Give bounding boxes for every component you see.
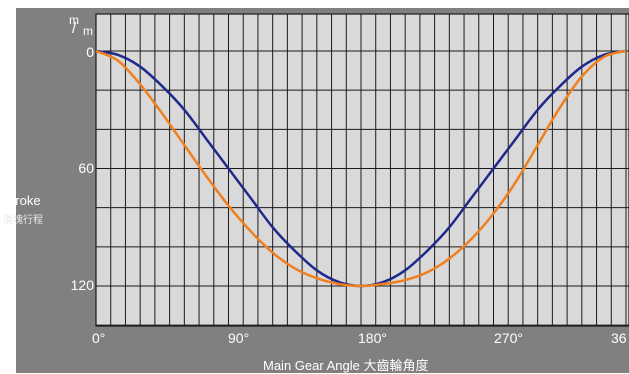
- x-axis-label: Main Gear Angle 大齒輪角度: [263, 358, 429, 373]
- y-tick-120: 120: [70, 277, 94, 293]
- plot-border: [95, 13, 629, 327]
- unit-slash: /: [72, 20, 77, 37]
- x-tick-90: 90°: [228, 330, 250, 346]
- x-tick-0: 0°: [92, 330, 106, 346]
- unit-bottom: m: [83, 24, 93, 38]
- series-line-2: [95, 49, 627, 288]
- unit-top: m: [69, 13, 79, 27]
- plot-area: [96, 14, 629, 326]
- y-tick-0: 0: [86, 44, 94, 60]
- x-tick-270: 270°: [494, 330, 523, 346]
- x-tick-360: 36: [611, 330, 627, 346]
- x-tick-180: 180°: [358, 330, 387, 346]
- y-axis-label: Stroke: [3, 193, 41, 208]
- y-axis-sublabel: 滑塊行程: [3, 215, 43, 226]
- y-tick-60: 60: [78, 160, 94, 176]
